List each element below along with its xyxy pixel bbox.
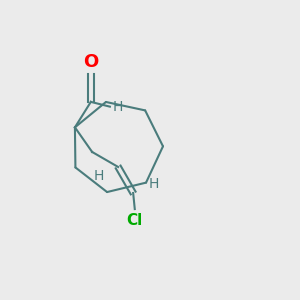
- Text: Cl: Cl: [127, 213, 143, 228]
- Text: H: H: [112, 100, 123, 114]
- Text: H: H: [94, 169, 104, 183]
- Text: O: O: [83, 53, 98, 71]
- Text: H: H: [148, 177, 158, 190]
